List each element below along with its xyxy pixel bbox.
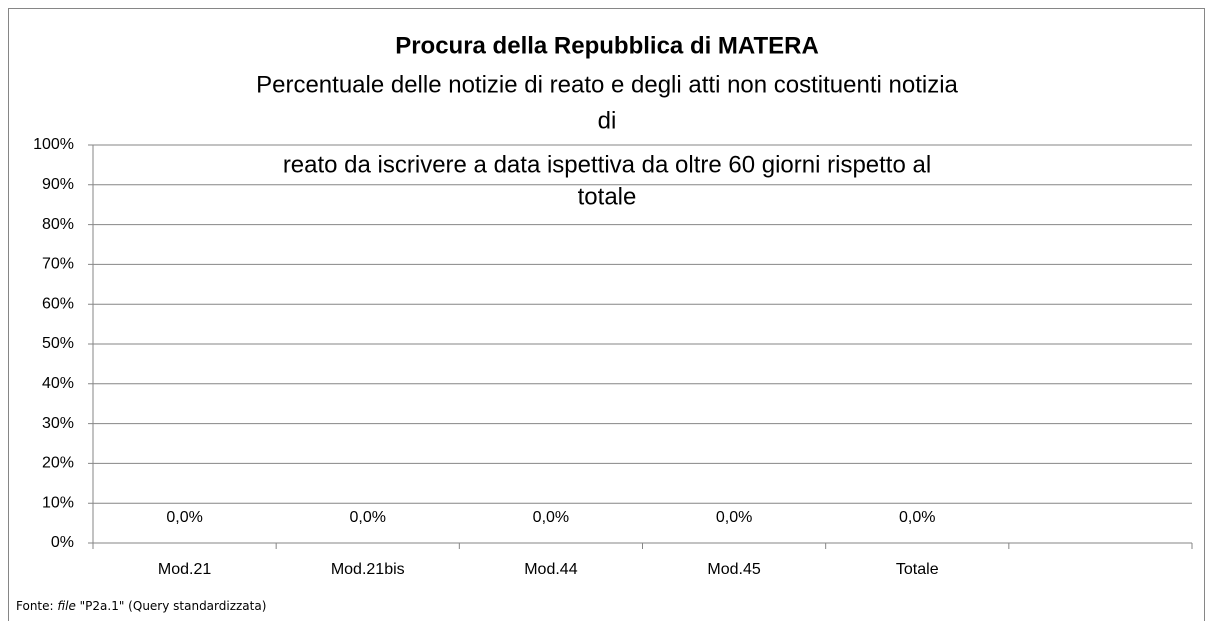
chart-subtitle: di	[598, 107, 617, 134]
y-tick-label: 10%	[42, 494, 74, 511]
y-tick-label: 60%	[42, 295, 74, 312]
chart-border	[8, 8, 1205, 621]
value-label: 0,0%	[899, 509, 935, 526]
source-note: Fonte: file "P2a.1" (Query standardizzat…	[16, 599, 266, 613]
x-tick-label: Mod.44	[524, 561, 577, 578]
y-tick-label: 50%	[42, 335, 74, 352]
value-label: 0,0%	[166, 509, 202, 526]
source-text: Fonte:	[16, 599, 57, 613]
y-tick-label: 80%	[42, 216, 74, 233]
y-tick-label: 30%	[42, 415, 74, 432]
x-tick-label: Mod.21	[158, 561, 211, 578]
source-text: file	[57, 599, 75, 613]
y-tick-label: 100%	[33, 136, 74, 153]
value-label: 0,0%	[533, 509, 569, 526]
y-tick-label: 70%	[42, 256, 74, 273]
value-label: 0,0%	[350, 509, 386, 526]
y-tick-label: 90%	[42, 176, 74, 193]
chart-subtitle: totale	[578, 183, 637, 210]
source-text: "P2a.1" (Query standardizzata)	[76, 599, 267, 613]
chart-title: Procura della Repubblica di MATERA	[395, 32, 819, 59]
y-tick-label: 0%	[51, 534, 74, 551]
chart-subtitle: Percentuale delle notizie di reato e deg…	[256, 71, 958, 98]
x-tick-label: Mod.21bis	[331, 561, 405, 578]
value-label: 0,0%	[716, 509, 752, 526]
chart-subtitle: reato da iscrivere a data ispettiva da o…	[283, 151, 931, 178]
x-tick-label: Totale	[896, 561, 939, 578]
y-tick-label: 40%	[42, 375, 74, 392]
y-tick-label: 20%	[42, 455, 74, 472]
x-tick-label: Mod.45	[707, 561, 760, 578]
